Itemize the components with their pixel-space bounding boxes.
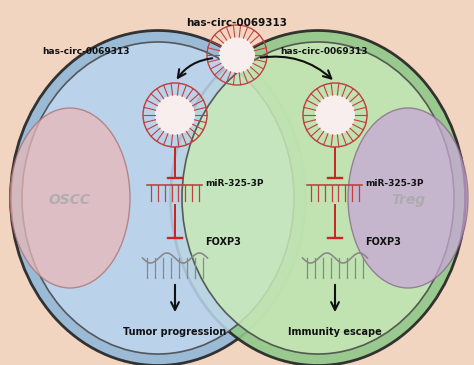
Text: Immunity escape: Immunity escape — [288, 327, 382, 337]
Ellipse shape — [171, 31, 465, 365]
Text: FOXP3: FOXP3 — [365, 237, 401, 247]
Text: has-circ-0069313: has-circ-0069313 — [186, 18, 288, 28]
Text: has-circ-0069313: has-circ-0069313 — [42, 47, 129, 57]
Ellipse shape — [155, 95, 195, 135]
Text: Treg: Treg — [391, 193, 425, 207]
Ellipse shape — [10, 108, 130, 288]
Text: miR-325-3P: miR-325-3P — [365, 178, 423, 188]
Text: Tumor progression: Tumor progression — [123, 327, 227, 337]
Ellipse shape — [22, 42, 294, 354]
Ellipse shape — [182, 42, 454, 354]
Ellipse shape — [219, 37, 255, 73]
Ellipse shape — [10, 31, 306, 365]
Text: OSCC: OSCC — [49, 193, 91, 207]
Text: miR-325-3P: miR-325-3P — [205, 178, 264, 188]
Text: has-circ-0069313: has-circ-0069313 — [280, 47, 367, 57]
Ellipse shape — [315, 95, 355, 135]
Text: FOXP3: FOXP3 — [205, 237, 241, 247]
Ellipse shape — [348, 108, 468, 288]
